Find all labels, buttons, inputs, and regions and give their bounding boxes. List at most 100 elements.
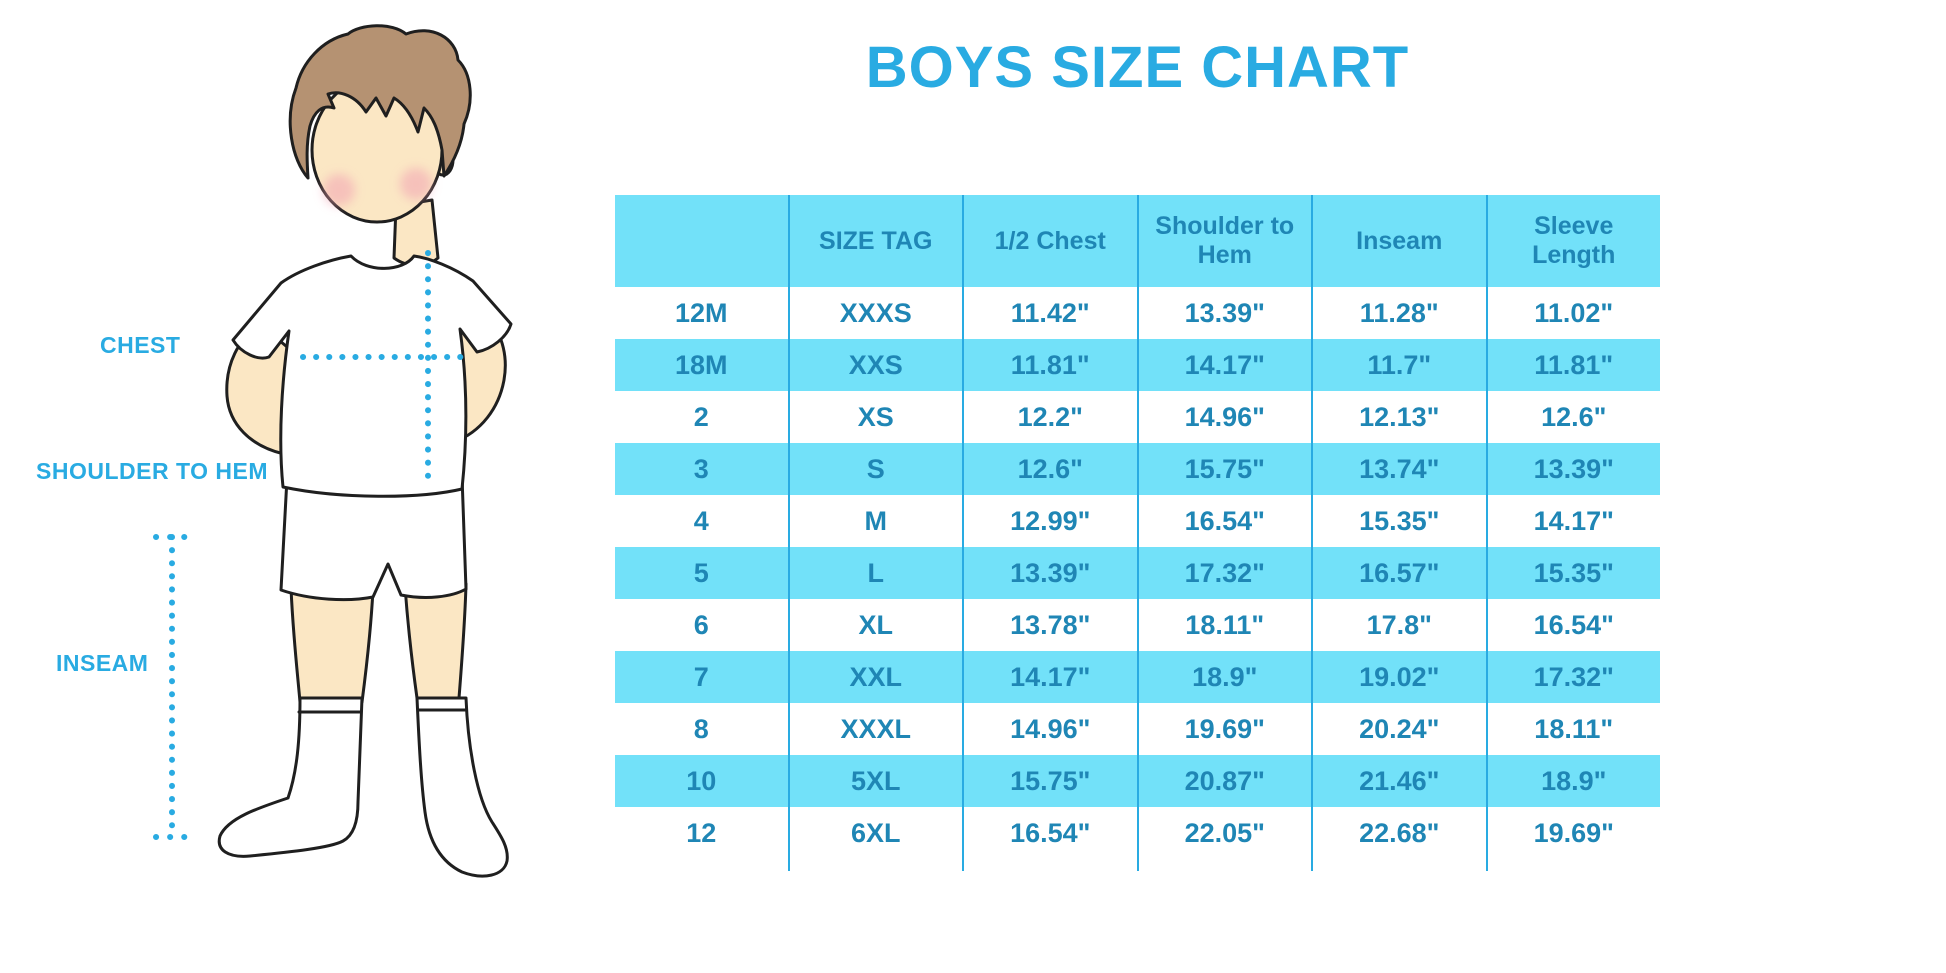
table-cell: 12.6" <box>962 443 1137 495</box>
table-header-row: SIZE TAG 1/2 Chest Shoulder to Hem Inseam Sl… <box>615 195 1660 287</box>
table-cell: 14.96" <box>962 703 1137 755</box>
size-label-cell: 8 <box>693 713 709 744</box>
table-cell: 13.39" <box>1485 443 1661 495</box>
column-header: 1/2 Chest <box>962 195 1137 287</box>
table-cell: 13.39" <box>962 547 1137 599</box>
size-label-cell: 4 <box>693 505 709 536</box>
right-leg <box>403 582 468 700</box>
table-cell: 16.54" <box>1485 599 1661 651</box>
table-cell: 18.9" <box>1136 651 1312 703</box>
table-cell: 13.39" <box>1136 287 1312 339</box>
table-cell: 13.74" <box>1311 443 1486 495</box>
table-row: 3 S 12.6" 15.75" 13.74" 13.39" <box>615 443 1660 495</box>
table-cell: 21.46" <box>1311 755 1486 807</box>
size-table: SIZE TAG 1/2 Chest Shoulder to Hem Inseam Sl… <box>615 195 1660 871</box>
size-label-cell: 6 <box>693 609 709 640</box>
table-cell: 19.69" <box>1485 807 1661 859</box>
table-cell: 11.28" <box>1311 287 1486 339</box>
table-cell: XS <box>787 391 963 443</box>
table-cell: XXXL <box>787 703 963 755</box>
table-cell: 17.8" <box>1311 599 1486 651</box>
table-cell: 6XL <box>787 807 963 859</box>
table-cell: 11.7" <box>1311 339 1486 391</box>
size-label-cell: 2 <box>693 401 709 432</box>
table-cell: 20.87" <box>1136 755 1312 807</box>
table-cell: 20.24" <box>1311 703 1486 755</box>
table-cell: 11.02" <box>1485 287 1661 339</box>
table-cell: 14.17" <box>1485 495 1661 547</box>
table-cell: 12.13" <box>1311 391 1486 443</box>
table-divider-extension <box>615 859 1660 871</box>
table-row: 12M XXXS 11.42" 13.39" 11.28" 11.02" <box>615 287 1660 339</box>
column-header: SIZE TAG <box>787 195 963 287</box>
table-cell: 18.9" <box>1485 755 1661 807</box>
size-table-body: 12M XXXS 11.42" 13.39" 11.28" 11.02" 18M XXS 11.… <box>615 287 1660 859</box>
size-label-cell: 7 <box>693 661 709 692</box>
table-cell: 17.32" <box>1485 651 1661 703</box>
table-cell: 19.02" <box>1311 651 1486 703</box>
table-row: 4 M 12.99" 16.54" 15.35" 14.17" <box>615 495 1660 547</box>
table-cell: 15.75" <box>1136 443 1312 495</box>
table-cell: 18.11" <box>1136 599 1312 651</box>
table-cell: XXXS <box>787 287 963 339</box>
left-leg <box>289 586 375 704</box>
table-cell: 15.35" <box>1485 547 1661 599</box>
table-cell: 16.57" <box>1311 547 1486 599</box>
table-cell: XXS <box>787 339 963 391</box>
shoulder-to-hem-label: SHOULDER TO HEM <box>36 458 268 484</box>
table-row: 7 XXL 14.17" 18.9" 19.02" 17.32" <box>615 651 1660 703</box>
size-label-cell: 12 <box>686 817 717 848</box>
table-row: 12 6XL 16.54" 22.05" 22.68" 19.69" <box>615 807 1660 859</box>
column-header: Shoulder to Hem <box>1136 195 1312 287</box>
table-cell: 5XL <box>787 755 963 807</box>
blush-cheeks <box>323 168 432 206</box>
table-cell: 16.54" <box>1136 495 1312 547</box>
table-cell: XXL <box>787 651 963 703</box>
t-shirt <box>231 254 513 498</box>
column-header: Inseam <box>1311 195 1486 287</box>
column-header: Sleeve Length <box>1485 195 1661 287</box>
boy-illustration <box>153 24 513 878</box>
table-row: 6 XL 13.78" 18.11" 17.8" 16.54" <box>615 599 1660 651</box>
table-cell: 14.17" <box>962 651 1137 703</box>
table-cell: 14.96" <box>1136 391 1312 443</box>
hair <box>288 24 472 180</box>
table-cell: 16.54" <box>962 807 1137 859</box>
table-row: 18M XXS 11.81" 14.17" 11.7" 11.81" <box>615 339 1660 391</box>
size-label-cell: 3 <box>693 453 709 484</box>
size-label-cell: 5 <box>693 557 709 588</box>
column-header <box>615 195 788 287</box>
table-cell: XL <box>787 599 963 651</box>
table-row: 8 XXXL 14.96" 19.69" 20.24" 18.11" <box>615 703 1660 755</box>
table-cell: 15.35" <box>1311 495 1486 547</box>
table-cell: 17.32" <box>1136 547 1312 599</box>
right-sock <box>415 696 509 878</box>
table-cell: 15.75" <box>962 755 1137 807</box>
size-label-cell: 12M <box>674 297 728 328</box>
measurement-figure: CHEST SHOULDER TO HEM INSEAM <box>0 0 615 973</box>
table-cell: 22.05" <box>1136 807 1312 859</box>
table-cell: 19.69" <box>1136 703 1312 755</box>
chest-label: CHEST <box>100 332 181 358</box>
table-cell: 12.6" <box>1485 391 1661 443</box>
table-cell: 11.42" <box>962 287 1137 339</box>
table-cell: M <box>787 495 963 547</box>
table-cell: 13.78" <box>962 599 1137 651</box>
table-cell: 22.68" <box>1311 807 1486 859</box>
inseam-label: INSEAM <box>56 650 149 676</box>
table-cell: 11.81" <box>962 339 1137 391</box>
shorts <box>279 474 468 602</box>
size-label-cell: 10 <box>686 765 717 796</box>
left-sock <box>217 696 364 858</box>
table-row: 5 L 13.39" 17.32" 16.57" 15.35" <box>615 547 1660 599</box>
table-row: 10 5XL 15.75" 20.87" 21.46" 18.9" <box>615 755 1660 807</box>
table-cell: 12.99" <box>962 495 1137 547</box>
table-row: 2 XS 12.2" 14.96" 12.13" 12.6" <box>615 391 1660 443</box>
size-label-cell: 18M <box>674 349 728 380</box>
table-cell: L <box>787 547 963 599</box>
table-cell: S <box>787 443 963 495</box>
table-cell: 12.2" <box>962 391 1137 443</box>
page-title: BOYS SIZE CHART <box>865 35 1410 100</box>
table-cell: 18.11" <box>1485 703 1661 755</box>
table-cell: 14.17" <box>1136 339 1312 391</box>
